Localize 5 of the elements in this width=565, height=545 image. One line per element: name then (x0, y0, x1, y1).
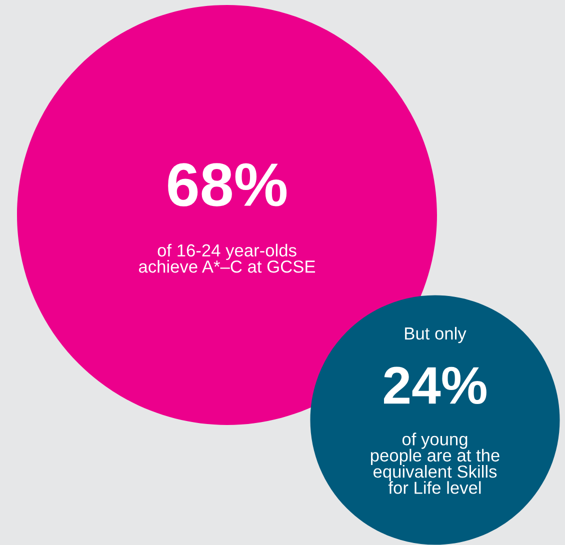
text: But only (405, 326, 466, 344)
data-label: 68% (168, 163, 287, 206)
category-label: of 16-24 year-olds achieve A*–C at GCSE (138, 244, 316, 273)
data-label: 24% (384, 366, 486, 404)
category-label: of young people are at the equivalent Skills for Life level (370, 432, 500, 494)
